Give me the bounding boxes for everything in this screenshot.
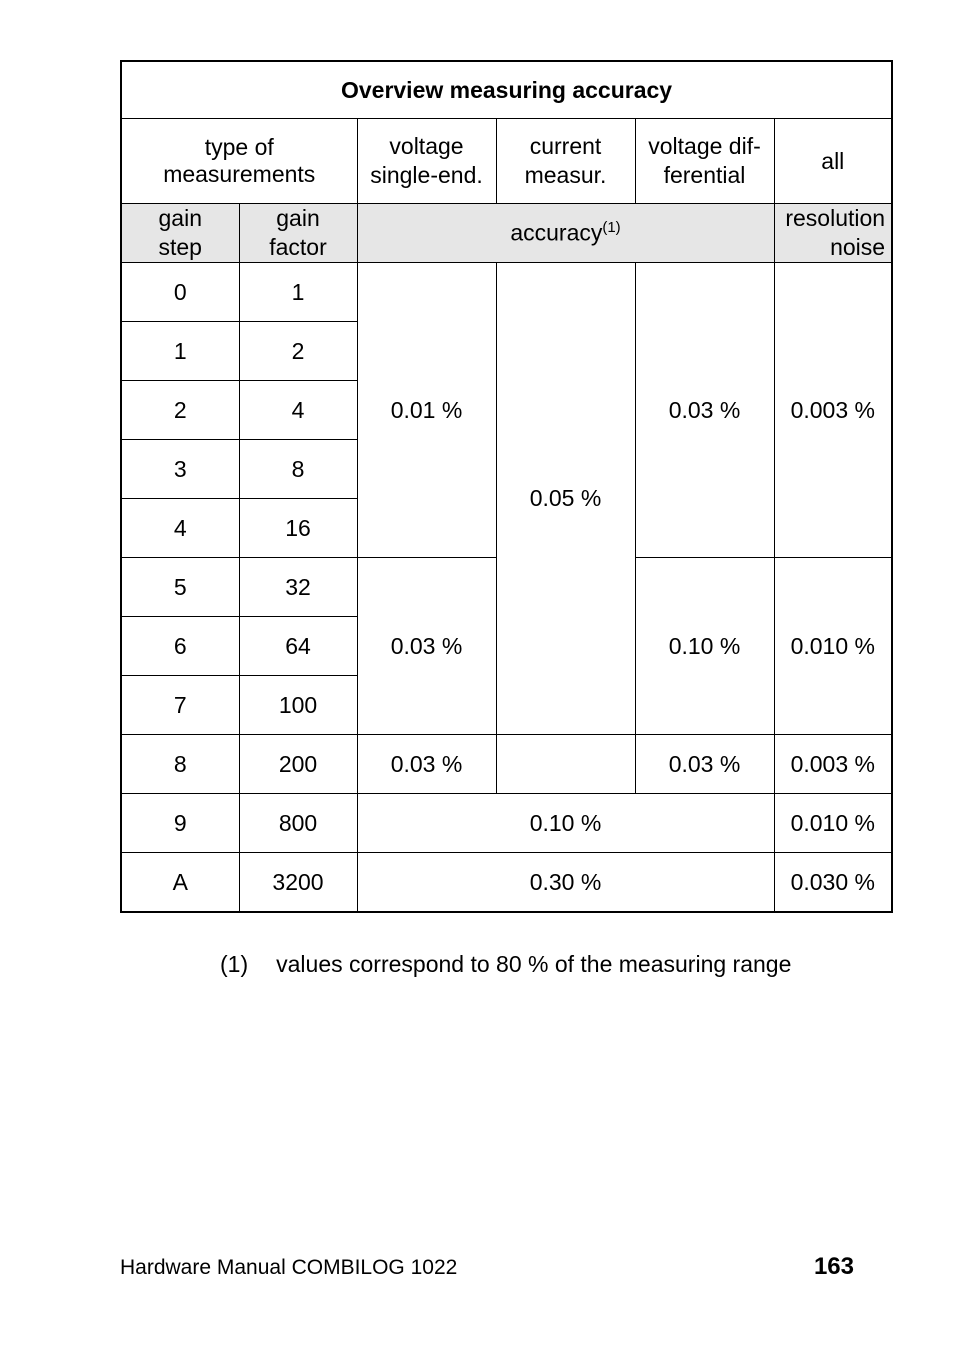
cell-step-2: 2	[121, 381, 239, 440]
cell-factor-5: 32	[239, 558, 357, 617]
hdr-accuracy: accuracy(1)	[357, 204, 774, 263]
cell-resolution-block1: 0.003 %	[774, 263, 892, 558]
hdr-voltage: voltage single-end.	[357, 119, 496, 204]
cell-factor-8: 200	[239, 735, 357, 794]
cell-current-row8-empty	[496, 735, 635, 794]
cell-step-3: 3	[121, 440, 239, 499]
cell-resolution-rowA: 0.030 %	[774, 853, 892, 913]
cell-factor-4: 16	[239, 499, 357, 558]
cell-voltage-block2: 0.03 %	[357, 558, 496, 735]
cell-step-4: 4	[121, 499, 239, 558]
cell-voltagedif-block2: 0.10 %	[635, 558, 774, 735]
cell-voltagedif-row8: 0.03 %	[635, 735, 774, 794]
cell-current-block: 0.05 %	[496, 263, 635, 735]
cell-step-0: 0	[121, 263, 239, 322]
cell-step-A: A	[121, 853, 239, 913]
hdr-gain-step: gain step	[121, 204, 239, 263]
cell-factor-6: 64	[239, 617, 357, 676]
cell-voltage-block1: 0.01 %	[357, 263, 496, 558]
cell-step-9: 9	[121, 794, 239, 853]
cell-factor-2: 4	[239, 381, 357, 440]
cell-factor-0: 1	[239, 263, 357, 322]
cell-step-6: 6	[121, 617, 239, 676]
hdr-type-of-measurements: type of measurements	[121, 119, 357, 204]
cell-step-8: 8	[121, 735, 239, 794]
hdr-voltage-dif: voltage dif- ferential	[635, 119, 774, 204]
page-number: 163	[814, 1253, 854, 1281]
footer-title: Hardware Manual COMBILOG 1022	[120, 1256, 457, 1280]
hdr-all: all	[774, 119, 892, 204]
cell-step-1: 1	[121, 322, 239, 381]
cell-resolution-row8: 0.003 %	[774, 735, 892, 794]
accuracy-table: Overview measuring accuracy type of meas…	[120, 60, 893, 913]
footnote: (1) values correspond to 80 % of the mea…	[220, 951, 854, 978]
cell-voltagedif-block1: 0.03 %	[635, 263, 774, 558]
footnote-marker: (1)	[220, 951, 248, 978]
table-title: Overview measuring accuracy	[121, 61, 892, 119]
cell-factor-9: 800	[239, 794, 357, 853]
page-footer: Hardware Manual COMBILOG 1022 163	[120, 1253, 854, 1281]
cell-accuracy-rowA: 0.30 %	[357, 853, 774, 913]
cell-step-7: 7	[121, 676, 239, 735]
hdr-current: current measur.	[496, 119, 635, 204]
cell-resolution-row9: 0.010 %	[774, 794, 892, 853]
hdr-gain-factor: gain factor	[239, 204, 357, 263]
hdr-resolution: resolution noise	[774, 204, 892, 263]
cell-factor-A: 3200	[239, 853, 357, 913]
cell-resolution-block2: 0.010 %	[774, 558, 892, 735]
cell-factor-3: 8	[239, 440, 357, 499]
footnote-text: values correspond to 80 % of the measuri…	[276, 951, 791, 978]
cell-accuracy-row9: 0.10 %	[357, 794, 774, 853]
cell-step-5: 5	[121, 558, 239, 617]
cell-voltage-row8: 0.03 %	[357, 735, 496, 794]
cell-factor-1: 2	[239, 322, 357, 381]
cell-factor-7: 100	[239, 676, 357, 735]
